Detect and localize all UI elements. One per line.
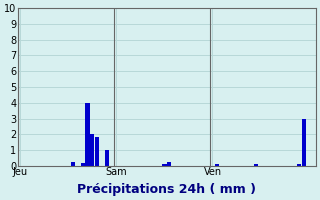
Bar	[85, 103, 90, 166]
Bar	[253, 164, 258, 166]
Bar	[81, 163, 85, 166]
Bar	[105, 150, 109, 166]
Bar	[167, 162, 172, 166]
Bar	[215, 164, 220, 166]
Bar	[71, 162, 75, 166]
Bar	[162, 164, 167, 166]
Bar	[302, 119, 306, 166]
X-axis label: Précipitations 24h ( mm ): Précipitations 24h ( mm )	[77, 183, 256, 196]
Bar	[297, 164, 301, 166]
Bar	[90, 134, 94, 166]
Bar	[95, 137, 99, 166]
